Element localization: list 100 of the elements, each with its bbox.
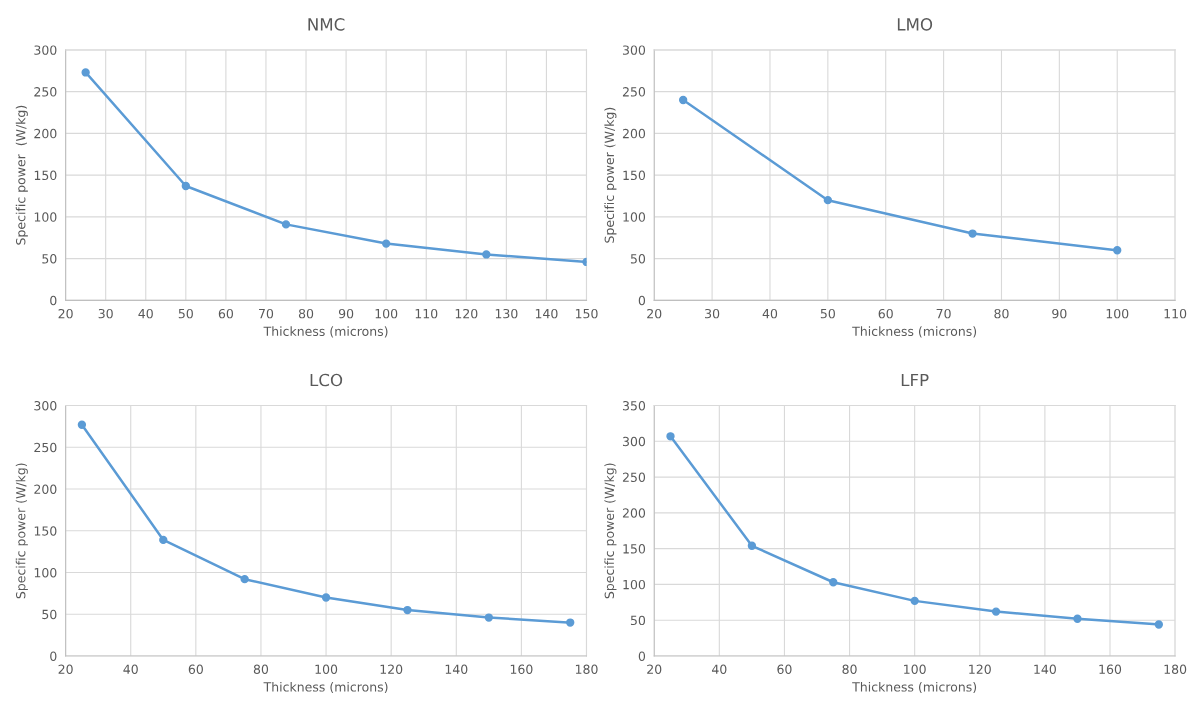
y-tick-label: 300 [622,45,646,55]
x-tick-label: 80 [842,664,857,674]
x-tick-label: 120 [380,664,403,674]
point [829,578,838,587]
x-tick-label: 40 [138,308,153,319]
y-tick-label: 250 [622,472,646,483]
x-tick-label: 100 [1106,308,1129,319]
y-tick-label: 150 [623,170,646,181]
y-tick-label: 50 [42,609,57,620]
x-tick-label: 60 [878,308,893,319]
y-tick-label: 200 [622,128,646,139]
y-tick-label: 200 [622,508,646,518]
y-tick-label: 100 [34,567,57,578]
y-tick-label: 250 [34,442,57,453]
y-tick-label: 300 [622,436,646,447]
x-tick-label: 20 [647,308,662,319]
x-tick-label: 80 [994,308,1009,319]
x-tick-label: 130 [495,308,518,319]
x-tick-label: 100 [375,308,398,319]
point [666,432,675,441]
y-tick-label: 350 [622,401,646,411]
x-tick-label: 100 [904,664,926,674]
point [566,618,575,627]
x-tick-label: 110 [1164,308,1187,319]
x-tick-label: 120 [455,308,478,319]
y-tick-label: 0 [50,295,57,306]
y-tick-label: 300 [34,45,57,55]
point [181,181,190,191]
point [240,574,249,584]
x-tick-label: 40 [762,308,778,319]
y-tick-label: 250 [622,87,646,97]
point [991,607,1001,616]
y-tick-label: 0 [50,651,57,661]
y-tick-label: 200 [34,484,57,494]
x-tick-label: 20 [647,664,662,674]
x-axis-title: Thickness (microns) [852,326,977,338]
y-tick-label: 100 [34,212,57,222]
point [484,613,494,622]
chart-title: LCO [310,373,343,387]
x-tick-label: 50 [820,308,835,319]
point [747,541,757,550]
point [1073,614,1082,623]
y-tick-label: 250 [34,87,57,97]
x-tick-label: 60 [218,308,234,319]
y-tick-label: 150 [623,544,646,554]
point [1113,246,1122,255]
x-tick-label: 160 [1099,664,1122,674]
y-tick-label: 300 [34,401,57,411]
x-tick-label: 70 [259,308,274,319]
point [77,420,87,429]
x-tick-label: 60 [188,664,203,674]
point [910,596,919,606]
point [1154,620,1163,629]
y-tick-label: 50 [630,615,646,626]
point [281,220,291,229]
y-axis-title: Specific power (W/kg) [15,463,28,599]
x-tick-label: 180 [575,664,598,674]
point [968,229,977,238]
x-tick-label: 120 [969,664,991,674]
x-tick-label: 180 [1164,664,1187,674]
y-tick-label: 200 [34,128,57,139]
x-tick-label: 80 [253,664,269,674]
x-tick-label: 60 [777,664,792,674]
point [678,95,688,105]
point [403,605,412,615]
chart-title: NMC [308,18,345,31]
y-tick-label: 50 [42,254,57,264]
x-tick-label: 140 [1034,664,1056,674]
x-tick-label: 160 [510,664,533,674]
x-tick-label: 40 [123,664,138,674]
x-tick-label: 150 [575,308,598,319]
y-tick-label: 0 [638,295,646,306]
x-tick-label: 100 [315,664,338,674]
y-tick-label: 150 [34,526,57,536]
x-tick-label: 20 [58,664,73,674]
x-tick-label: 140 [445,664,468,674]
point [823,196,833,205]
x-tick-label: 90 [1052,308,1067,319]
x-tick-label: 40 [711,664,727,674]
x-tick-label: 30 [98,308,113,319]
x-axis-title: Thickness (microns) [263,681,388,694]
y-axis-title: Specific power (W/kg) [604,463,617,599]
y-tick-label: 100 [623,579,646,590]
x-tick-label: 20 [58,308,73,319]
chart-title: LFP [901,373,929,387]
point [81,68,90,77]
y-tick-label: 150 [34,170,57,181]
x-axis-title: Thickness (microns) [852,681,977,694]
point [482,250,491,259]
y-axis-title: Specific power (W/kg) [604,107,617,243]
point [321,593,331,602]
x-tick-label: 80 [298,308,314,319]
x-tick-label: 50 [178,308,193,319]
x-tick-label: 110 [415,308,438,319]
x-tick-label: 140 [535,308,558,319]
y-tick-label: 100 [623,212,646,222]
x-tick-label: 70 [936,308,951,319]
y-tick-label: 0 [638,651,646,661]
point [159,535,168,545]
x-tick-label: 30 [705,308,720,319]
